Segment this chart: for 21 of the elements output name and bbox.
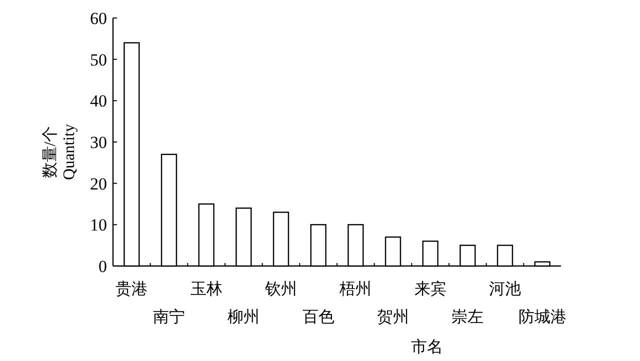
- x-tick-label: 钦州: [264, 280, 297, 298]
- x-axis-title: 市名: [411, 338, 443, 356]
- x-tick-label: 来宾: [414, 280, 446, 298]
- x-tick-label: 百色: [302, 309, 334, 326]
- y-tick-label: 40: [90, 92, 107, 111]
- y-tick-label: 30: [90, 133, 107, 152]
- y-axis-title: 数量/个 Quantity: [41, 124, 78, 180]
- y-tick-label: 50: [90, 50, 107, 70]
- y-tick-label: 10: [90, 216, 107, 235]
- y-tick-label: 20: [90, 174, 107, 194]
- x-tick-label: 防城港: [518, 308, 566, 326]
- x-tick-label: 玉林: [190, 280, 222, 298]
- x-tick-label: 崇左: [452, 308, 484, 326]
- x-tick-label: 贺州: [377, 308, 409, 326]
- x-tick-label: 南宁: [153, 308, 185, 326]
- y-tick-label: 0: [98, 257, 107, 276]
- x-tick-label: 河池: [489, 280, 521, 298]
- x-tick-label: 贵港: [116, 280, 148, 298]
- x-tick-label: 梧州: [338, 280, 372, 298]
- x-tick-label: 柳州: [228, 308, 260, 326]
- y-tick-label: 60: [90, 9, 107, 28]
